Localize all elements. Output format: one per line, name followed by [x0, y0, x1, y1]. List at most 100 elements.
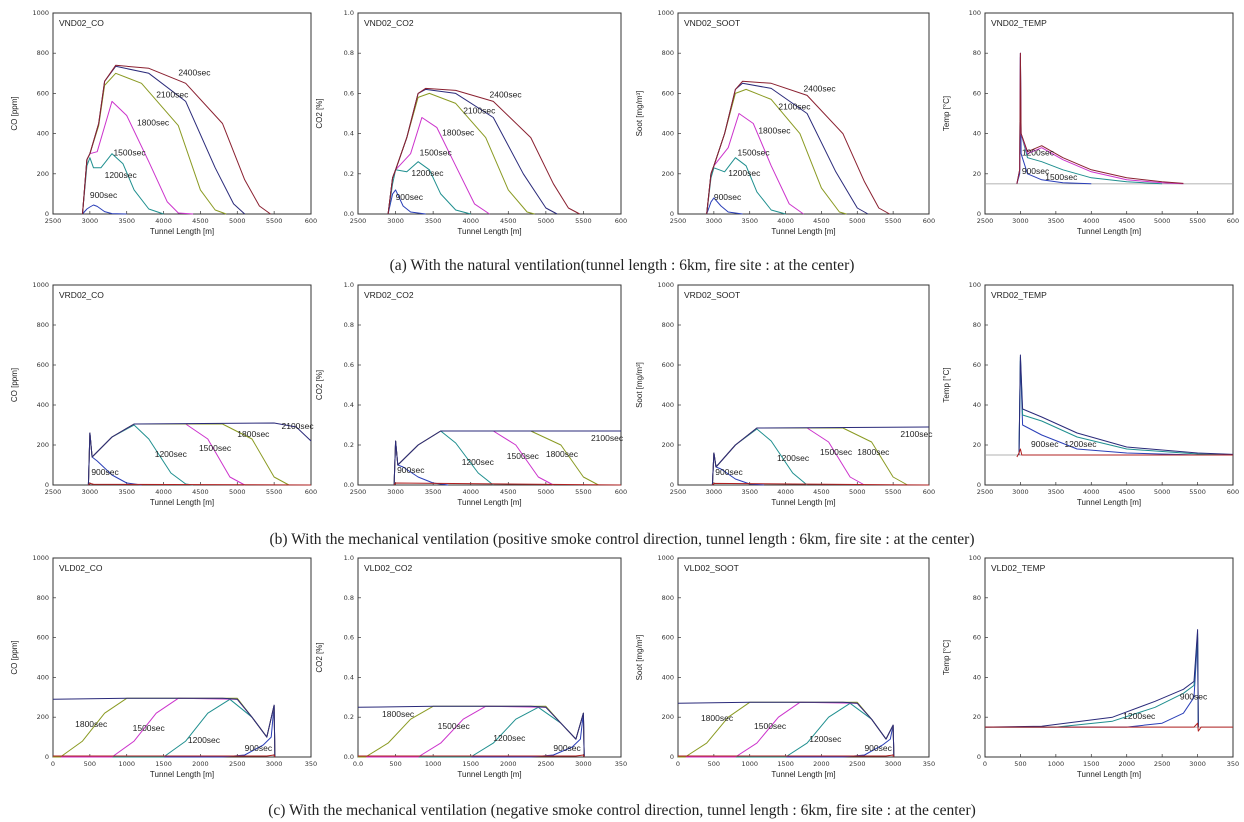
x-tick-label: 2500	[350, 217, 367, 225]
y-tick-label: 600	[662, 634, 674, 642]
time-label: 900sec	[1031, 439, 1059, 449]
y-tick-label: 0	[45, 753, 49, 761]
chart-panel-vrd02-co: 2500 3000 3500 4000 4500 5000 5500 600020040060…	[10, 281, 317, 507]
x-tick-label: 0.0	[353, 760, 363, 768]
x-tick-label: 3000	[706, 217, 723, 225]
x-tick-label: 3000	[266, 760, 283, 768]
y-tick-label: 60	[973, 89, 981, 97]
y-tick-label: 0.8	[344, 321, 354, 329]
x-tick-label: 2500	[977, 217, 994, 225]
y-tick-label: 1000	[32, 9, 49, 17]
y-tick-label: 800	[662, 321, 674, 329]
x-tick-label: 2000	[500, 760, 517, 768]
x-tick-label: 600	[305, 217, 317, 225]
x-tick-label: 3500	[118, 488, 135, 496]
panel-title: VRD02_SOOT	[684, 290, 740, 300]
y-tick-label: 1.0	[344, 281, 354, 289]
plot-frame	[52, 12, 312, 215]
y-tick-label: 200	[662, 713, 674, 721]
time-label: 1800sec	[546, 449, 579, 459]
panel-title: VLD02_TEMP	[991, 563, 1046, 573]
time-label: 2100sec	[463, 106, 496, 116]
series-line-2100	[711, 426, 930, 486]
time-label: 900sec	[553, 743, 581, 753]
x-tick-label: 2500	[350, 488, 367, 496]
time-label: 2100sec	[778, 101, 811, 111]
y-tick-label: 800	[37, 594, 49, 602]
x-tick-label: 5500	[885, 217, 902, 225]
x-tick-label: 500	[84, 760, 96, 768]
x-tick-label: 600	[923, 488, 935, 496]
y-axis-label: Soot [mg/m³]	[635, 91, 644, 137]
y-tick-label: 800	[662, 49, 674, 57]
chart-panel-vrd02-co2: 2500 3000 3500 4000 4500 5000 5500 600 0.0 0.2 0.4…	[315, 281, 627, 507]
series-line-2400	[387, 87, 580, 215]
plot-frame	[677, 557, 930, 758]
x-tick-label: 5000	[849, 488, 866, 496]
x-tick-label: 600	[1227, 217, 1239, 225]
time-label: 1500sec	[133, 723, 166, 733]
y-tick-label: 0	[670, 753, 674, 761]
time-label: 900sec	[1180, 691, 1208, 701]
time-label: 1200sec	[411, 168, 444, 178]
series-line-base	[985, 722, 1233, 732]
panel-title: VND02_TEMP	[991, 18, 1047, 28]
x-tick-label: 3000	[82, 217, 99, 225]
time-label: 900sec	[397, 465, 425, 475]
x-tick-label: 3500	[741, 217, 758, 225]
series-line-base	[678, 754, 895, 758]
time-label: 1500sec	[820, 447, 853, 457]
time-label: 900sec	[714, 192, 742, 202]
x-tick-label: 350	[923, 760, 935, 768]
x-tick-label: 1000	[1048, 760, 1065, 768]
y-tick-label: 0.8	[344, 594, 354, 602]
plot-frame	[357, 557, 622, 758]
caption-c: (c) With the mechanical ventilation (neg…	[268, 802, 976, 819]
panel-title: VND02_SOOT	[684, 18, 740, 28]
y-tick-label: 80	[973, 594, 981, 602]
x-tick-label: 5500	[266, 488, 283, 496]
x-tick-label: 3000	[387, 488, 404, 496]
series-line-2100	[984, 629, 1199, 728]
chart-panel-vnd02-co: 2500 3000 3500 4000 4500 5000 5500 600020040060…	[10, 9, 317, 236]
time-label: 900sec	[1022, 166, 1050, 176]
time-label: 1800sec	[237, 429, 270, 439]
series-line-2100	[52, 697, 276, 758]
series-line-1200	[387, 161, 471, 215]
y-tick-label: 40	[973, 130, 981, 138]
x-tick-label: 1500	[1083, 760, 1100, 768]
x-axis-label: Tunnel Length [m]	[150, 770, 214, 779]
y-tick-label: 80	[973, 49, 981, 57]
x-tick-label: 5500	[575, 217, 592, 225]
y-tick-label: 600	[37, 634, 49, 642]
time-label: 2100sec	[156, 89, 189, 99]
x-tick-label: 1500	[462, 760, 479, 768]
caption-a: (a) With the natural ventilation(tunnel …	[390, 257, 855, 274]
y-tick-label: 0.0	[344, 210, 354, 218]
y-tick-label: 0.6	[344, 361, 354, 369]
plot-frame	[984, 557, 1234, 758]
x-tick-label: 600	[923, 217, 935, 225]
chart-panel-vld02-co: 0 500 1000 1500 2000 2500 3000 3500200400600800…	[10, 554, 317, 779]
x-tick-label: 4000	[462, 488, 479, 496]
x-tick-label: 5000	[1154, 217, 1171, 225]
y-tick-label: 0.0	[344, 753, 354, 761]
time-label: 900sec	[715, 467, 743, 477]
y-tick-label: 200	[37, 441, 49, 449]
y-tick-label: 1000	[657, 9, 674, 17]
time-label: 1800sec	[442, 128, 475, 138]
series-line-1200	[706, 157, 786, 215]
x-axis-label: Tunnel Length [m]	[771, 498, 835, 507]
y-axis-label: Temp [°C]	[942, 367, 951, 402]
y-tick-label: 1000	[657, 554, 674, 562]
time-label: 1500sec	[113, 148, 146, 158]
x-tick-label: 3000	[387, 217, 404, 225]
panel-title: VLD02_CO2	[364, 563, 412, 573]
series-line-base	[358, 754, 585, 758]
panel-title: VRD02_CO2	[364, 290, 414, 300]
y-tick-label: 800	[37, 49, 49, 57]
x-tick-label: 500	[389, 760, 401, 768]
x-axis-label: Tunnel Length [m]	[150, 227, 214, 236]
time-label: 1200sec	[493, 733, 526, 743]
x-tick-label: 5000	[229, 217, 246, 225]
